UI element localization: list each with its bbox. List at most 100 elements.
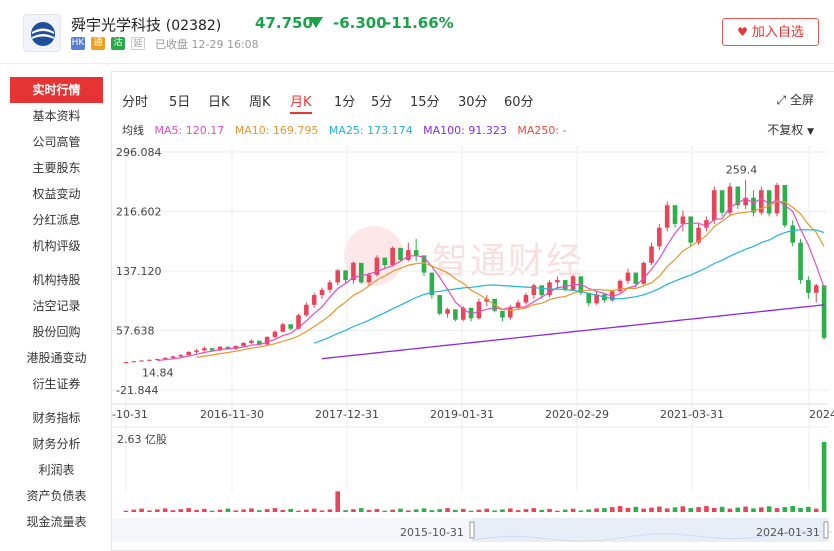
add-watchlist-button[interactable]: ♥ 加入自选 [722,18,819,46]
candle-body [390,247,395,266]
volume-bar [555,510,560,512]
candle-body [766,190,772,214]
candle-body [460,307,466,320]
kline-chart[interactable]: 296.084 216.602 137.120 57.638 -21.844 -10-31… [112,72,834,551]
x-tick-label: -10-31 [112,408,148,421]
y-tick-label: 57.638 [116,325,155,338]
candle-body [500,310,505,318]
candle-body [366,274,372,283]
volume-bar [476,509,482,512]
sidebar-item-short-selling[interactable]: 沽空记录 [32,299,81,313]
sidebar-item-derivatives[interactable]: 衍生证券 [32,377,81,391]
sidebar-item-profile[interactable]: 基本资料 [32,109,81,123]
volume-bar [602,508,607,512]
sidebar-item-ratings[interactable]: 机构评级 [32,239,81,253]
volume-bar [672,507,678,512]
tab-15min[interactable]: 15分 [410,95,440,110]
volume-bar [123,510,129,512]
candle-body [680,216,686,224]
candle-body [155,359,160,361]
candle-body [806,280,811,293]
volume-bar [641,508,646,512]
candle-body [821,285,827,338]
active-tab-underline [290,112,312,114]
volume-bar [147,510,152,512]
sidebar-item-shareholders[interactable]: 主要股东 [32,161,81,175]
sidebar-item-dividends[interactable]: 分红派息 [32,213,81,227]
tab-intraday[interactable]: 分时 [122,95,149,110]
candle-body [562,280,568,290]
tab-1min[interactable]: 1分 [334,95,356,110]
range-start-label: 2015-10-31 [400,526,464,539]
x-tick-label: 2024-0 [809,408,834,421]
tab-30min[interactable]: 30分 [458,95,488,110]
tab-5day[interactable]: 5日 [169,95,191,110]
candle-body [319,289,325,296]
volume-bar [562,509,568,512]
candle-body [162,357,168,360]
candle-body [539,285,544,296]
volume-bar [508,508,513,512]
y-tick-label: 296.084 [116,146,162,159]
candle-body [272,331,278,337]
tab-60min[interactable]: 60分 [504,95,534,110]
sidebar-item-income-statement[interactable]: 利润表 [38,463,75,477]
volume-bar [711,507,717,512]
fullscreen-button[interactable]: ⤢ 全屏 [777,91,814,108]
candle-body [468,307,474,319]
sidebar-item-balance-sheet[interactable]: 资产负债表 [26,489,87,503]
y-tick-label: -21.844 [116,384,158,397]
volume-label: 2.63 亿股 [117,433,167,446]
ma25-line [313,229,825,344]
candle-body [311,295,317,305]
fullscreen-label: 全屏 [789,93,814,107]
ma5-line [157,197,825,362]
badge-short: 沽 [111,37,125,50]
sidebar-item-cash-flow[interactable]: 现金流量表 [26,515,87,529]
y-tick-label: 137.120 [116,265,162,278]
candle-body [813,285,819,293]
volume-bar [547,508,552,512]
adjust-dropdown[interactable]: 不复权 ▼ [767,121,814,138]
candle-body [202,348,207,351]
sidebar-item-institution-holdings[interactable]: 机构持股 [32,273,81,287]
volume-bar [272,508,278,512]
sidebar-item-financial-indicators[interactable]: 财务指标 [32,411,81,425]
range-handle-left[interactable] [469,521,475,539]
tab-5min[interactable]: 5分 [371,95,393,110]
candle-body [594,294,599,304]
sidebar-item-realtime[interactable]: 实时行情 [10,77,103,103]
company-logo [23,14,61,52]
range-handle-right[interactable] [823,521,829,539]
volume-bar [445,508,450,512]
sidebar-item-buyback[interactable]: 股份回购 [32,325,81,339]
volume-bar [500,509,505,512]
ma-legend: 均线 MA5: 120.17 MA10: 169.795 MA25: 173.1… [122,122,574,138]
tab-daily-k[interactable]: 日K [208,95,230,110]
sidebar-item-executives[interactable]: 公司高管 [32,135,81,149]
candle-body [657,227,662,247]
candle-body [664,205,670,228]
volume-bar [170,510,176,512]
tab-monthly-k[interactable]: 月K [290,95,312,110]
badge-hk: HK [71,37,85,50]
volume-bar [406,510,411,512]
sidebar-item-financial-analysis[interactable]: 财务分析 [32,437,81,451]
candle-body [170,356,176,358]
volume-bar [139,508,144,512]
volume-bar [217,509,223,512]
candle-body [296,315,301,329]
volume-bar [460,508,466,512]
volume-bar [186,508,191,512]
sidebar-item-connect-change[interactable]: 港股通变动 [26,351,87,365]
watermark-text: 智通财经 [432,241,585,282]
candle-body [288,324,293,329]
candle-body [586,292,592,304]
tab-weekly-k[interactable]: 周K [249,95,271,110]
candle-body [453,309,458,320]
volume-bar [766,506,772,512]
volume-bar [178,509,184,512]
volume-bar [821,441,827,512]
volume-bar [735,507,741,512]
sidebar-item-equity-change[interactable]: 权益变动 [32,187,81,201]
